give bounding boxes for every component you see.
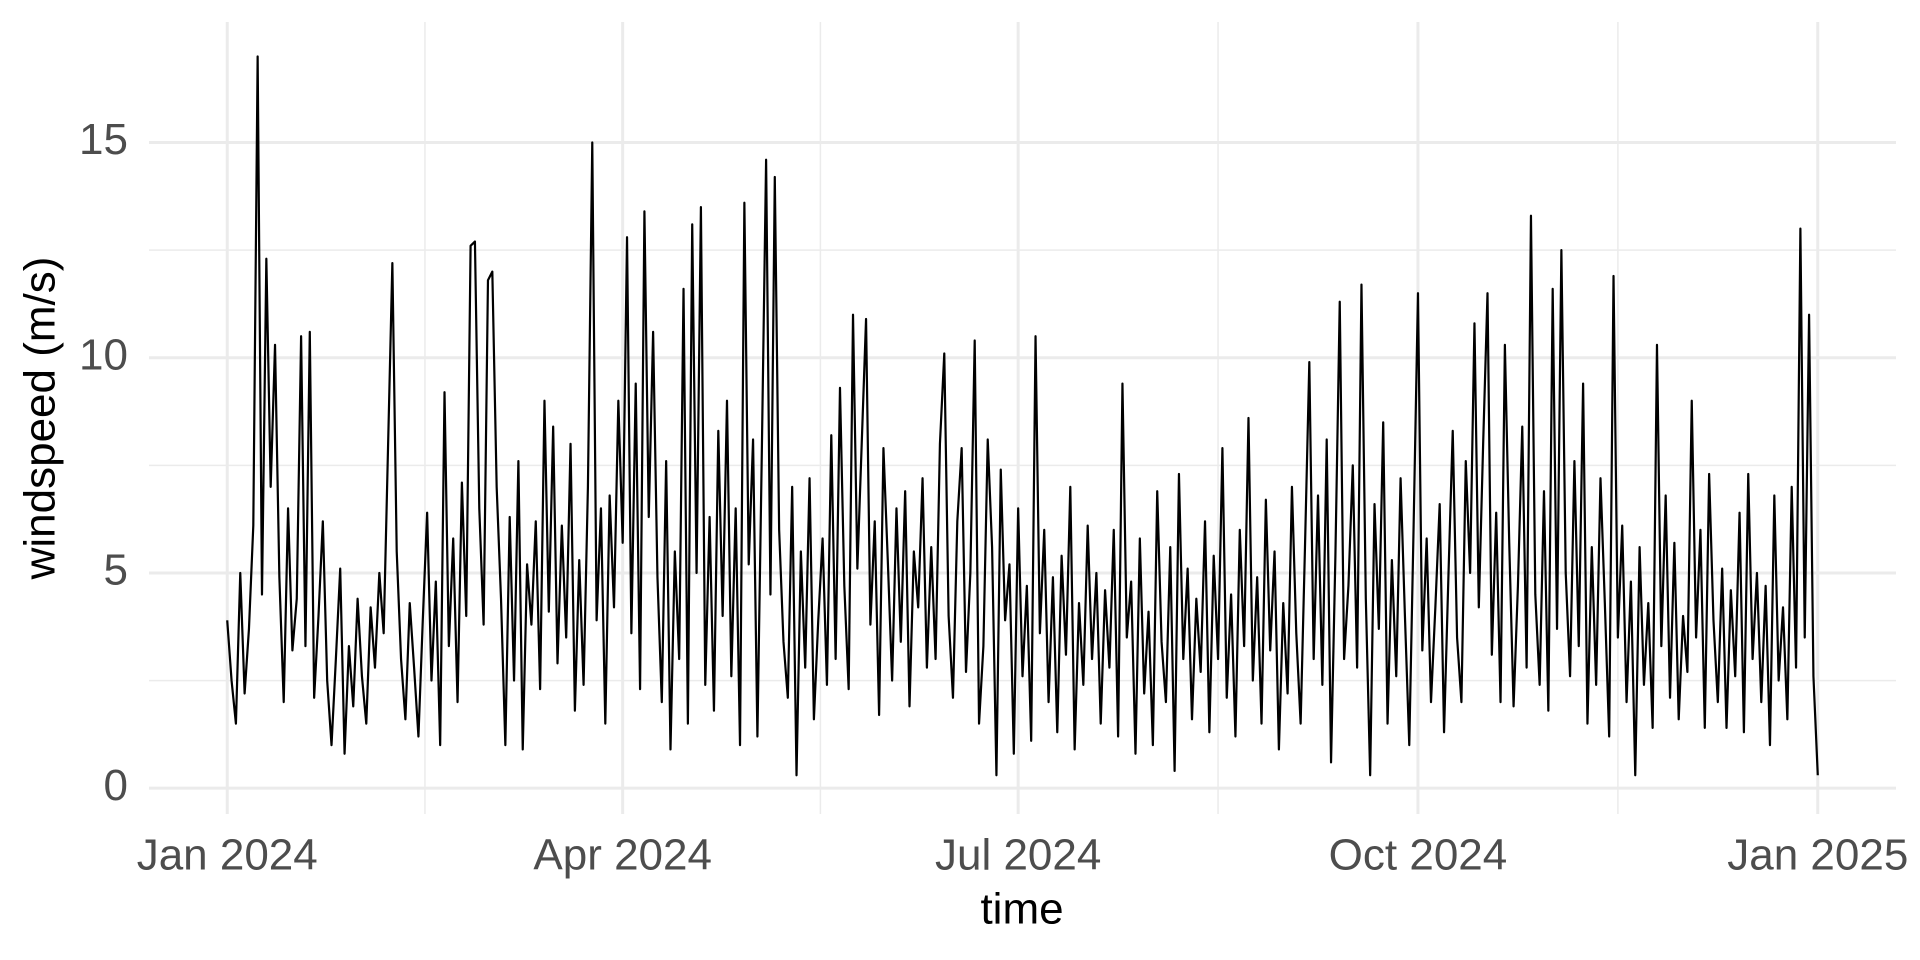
grid [149, 22, 1896, 814]
y-tick-label: 0 [104, 761, 128, 810]
x-tick-label: Jul 2024 [935, 831, 1101, 880]
y-tick-label: 15 [79, 115, 128, 164]
x-tick-label: Apr 2024 [533, 831, 712, 880]
x-axis-title: time [980, 885, 1063, 934]
y-tick-label: 5 [104, 546, 128, 595]
x-tick-label: Oct 2024 [1329, 831, 1508, 880]
y-tick-label: 10 [79, 330, 128, 379]
series-line [226, 55, 1819, 777]
plot [226, 55, 1819, 777]
x-tick-label: Jan 2024 [137, 831, 318, 880]
y-axis-title: windspeed (m/s) [16, 257, 65, 581]
x-tick-label: Jan 2025 [1727, 831, 1908, 880]
